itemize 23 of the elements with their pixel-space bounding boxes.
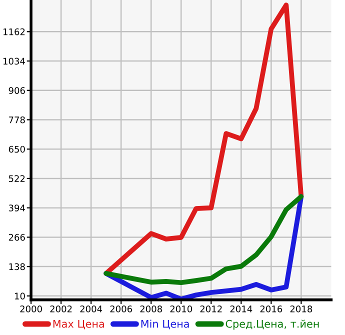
legend-label: Max Цена (53, 320, 104, 330)
x-tick-label: 2014 (230, 306, 252, 312)
x-tick-label: 2000 (20, 306, 42, 312)
x-tick-label: 2018 (290, 306, 312, 312)
y-tick-label: 394 (8, 204, 25, 212)
y-tick-label: 906 (8, 87, 25, 94)
legend-label: Сред.Цена, т.йен (226, 320, 319, 330)
x-tick-label: 2008 (140, 306, 162, 312)
x-tick-label: 2016 (260, 306, 282, 312)
y-tick-label: 1162 (4, 28, 25, 36)
y-tick-label: 778 (9, 116, 25, 124)
legend-label: Min Цена (141, 320, 189, 330)
x-tick-label: 2012 (200, 306, 222, 312)
x-tick-label: 2010 (170, 306, 192, 312)
y-tick-label: 1034 (4, 58, 25, 65)
y-tick-label: 138 (9, 263, 25, 270)
x-tick-label: 2004 (80, 306, 102, 312)
x-tick-label: 2006 (110, 306, 132, 312)
y-tick-label: 10 (15, 292, 25, 300)
y-tick-label: 266 (8, 234, 25, 241)
x-tick-label: 2002 (50, 306, 72, 312)
y-tick-label: 650 (8, 146, 25, 153)
y-tick-label: 522 (8, 175, 25, 182)
